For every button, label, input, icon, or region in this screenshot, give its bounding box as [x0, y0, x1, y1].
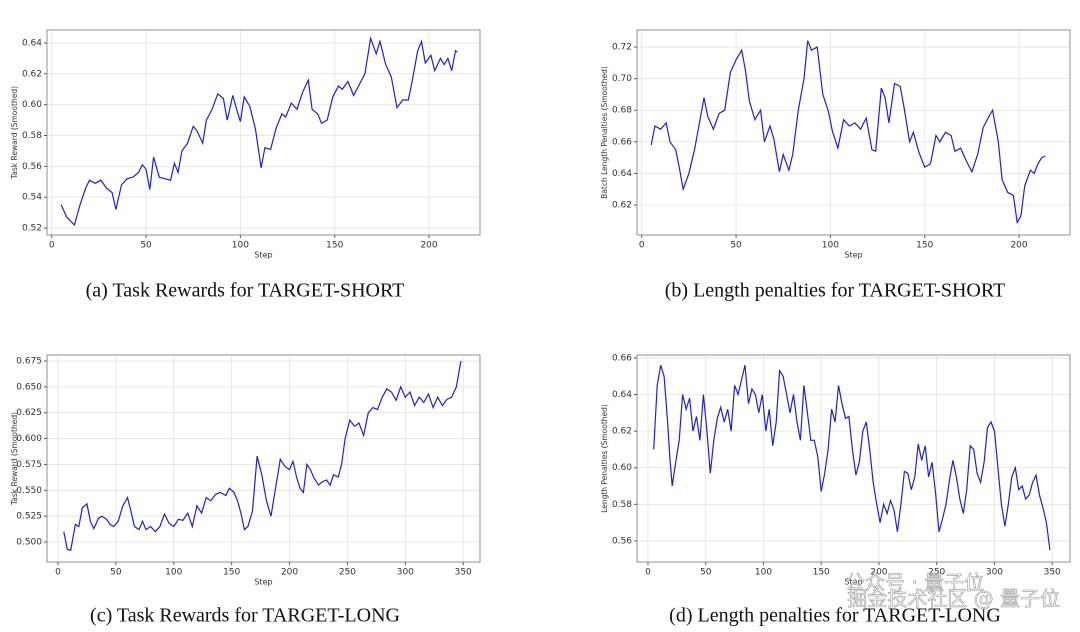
y-tick-label: 0.72	[612, 43, 632, 53]
x-tick-label: 50	[700, 568, 712, 578]
caption: (a) Task Rewards for TARGET-SHORT	[86, 280, 405, 302]
data-line	[60, 35, 458, 227]
y-tick-label: 0.62	[612, 427, 632, 437]
x-tick-label: 200	[281, 568, 298, 578]
y-tick-label: 0.64	[22, 38, 42, 48]
y-tick-label: 0.54	[22, 193, 42, 203]
y-axis-label: Batch Length Penalties (Smoothed)	[600, 66, 609, 199]
data-line	[63, 360, 462, 552]
x-tick-label: 0	[639, 241, 645, 251]
x-tick-label: 0	[49, 241, 55, 251]
y-tick-label: 0.60	[22, 100, 42, 110]
y-tick-label: 0.64	[612, 390, 632, 400]
y-tick-label: 0.66	[612, 137, 632, 147]
plot-frame	[636, 354, 1071, 563]
y-tick-label: 0.66	[612, 353, 632, 363]
x-tick-label: 150	[813, 568, 830, 578]
y-tick-label: 0.58	[612, 500, 632, 510]
watermark: 掘金技术社区 @ 量子位	[847, 587, 1060, 611]
data-line	[650, 40, 1046, 225]
y-tick-label: 0.600	[16, 434, 42, 444]
y-tick-label: 0.58	[22, 131, 42, 141]
x-tick-label: 150	[326, 241, 343, 251]
x-tick-label: 50	[140, 241, 152, 251]
x-tick-label: 300	[397, 568, 414, 578]
x-tick-label: 200	[870, 568, 887, 578]
x-tick-label: 50	[110, 568, 122, 578]
y-tick-label: 0.68	[612, 106, 632, 116]
x-tick-label: 200	[420, 241, 437, 251]
x-tick-label: 150	[223, 568, 240, 578]
x-tick-label: 350	[1044, 568, 1061, 578]
x-tick-label: 100	[822, 241, 839, 251]
x-tick-label: 100	[232, 241, 249, 251]
y-axis-label: Length Penalties (Smoothed)	[600, 404, 609, 513]
y-tick-label: 0.56	[612, 536, 632, 546]
y-tick-label: 0.60	[612, 463, 632, 473]
x-axis-label: Step	[844, 251, 862, 260]
x-tick-label: 200	[1010, 241, 1027, 251]
plot-frame	[636, 29, 1071, 236]
x-tick-label: 300	[986, 568, 1003, 578]
y-tick-label: 0.52	[22, 224, 42, 234]
y-tick-label: 0.64	[612, 169, 632, 179]
y-axis-label: Task Reward (Smoothed)	[10, 86, 19, 180]
x-axis-label: Step	[254, 578, 272, 587]
y-tick-label: 0.62	[612, 200, 632, 210]
y-tick-label: 0.70	[612, 74, 632, 84]
x-tick-label: 250	[339, 568, 356, 578]
caption: (d) Length penalties for TARGET-LONG	[669, 605, 1001, 627]
data-line	[653, 365, 1051, 551]
x-axis-label: Step	[254, 251, 272, 260]
y-tick-label: 0.650	[16, 382, 42, 392]
y-axis-label: Task Reward (Smoothed)	[10, 412, 19, 506]
y-tick-label: 0.550	[16, 486, 42, 496]
y-tick-label: 0.62	[22, 69, 42, 79]
x-tick-label: 250	[928, 568, 945, 578]
y-tick-label: 0.625	[16, 408, 42, 418]
plot-frame	[46, 29, 481, 236]
x-tick-label: 0	[645, 568, 651, 578]
caption: (c) Task Rewards for TARGET-LONG	[90, 605, 400, 627]
y-tick-label: 0.575	[16, 460, 42, 470]
x-tick-label: 150	[916, 241, 933, 251]
y-tick-label: 0.525	[16, 512, 42, 522]
watermark: 公众号 · 量子位	[845, 571, 984, 595]
x-tick-label: 0	[55, 568, 61, 578]
x-tick-label: 100	[165, 568, 182, 578]
x-axis-label: Step	[844, 578, 862, 587]
caption: (b) Length penalties for TARGET-SHORT	[665, 280, 1005, 302]
x-tick-label: 50	[730, 241, 742, 251]
plot-frame	[46, 354, 481, 563]
x-tick-label: 100	[755, 568, 772, 578]
y-tick-label: 0.56	[22, 162, 42, 172]
y-tick-label: 0.500	[16, 538, 42, 548]
y-tick-label: 0.675	[16, 357, 42, 367]
x-tick-label: 350	[455, 568, 472, 578]
